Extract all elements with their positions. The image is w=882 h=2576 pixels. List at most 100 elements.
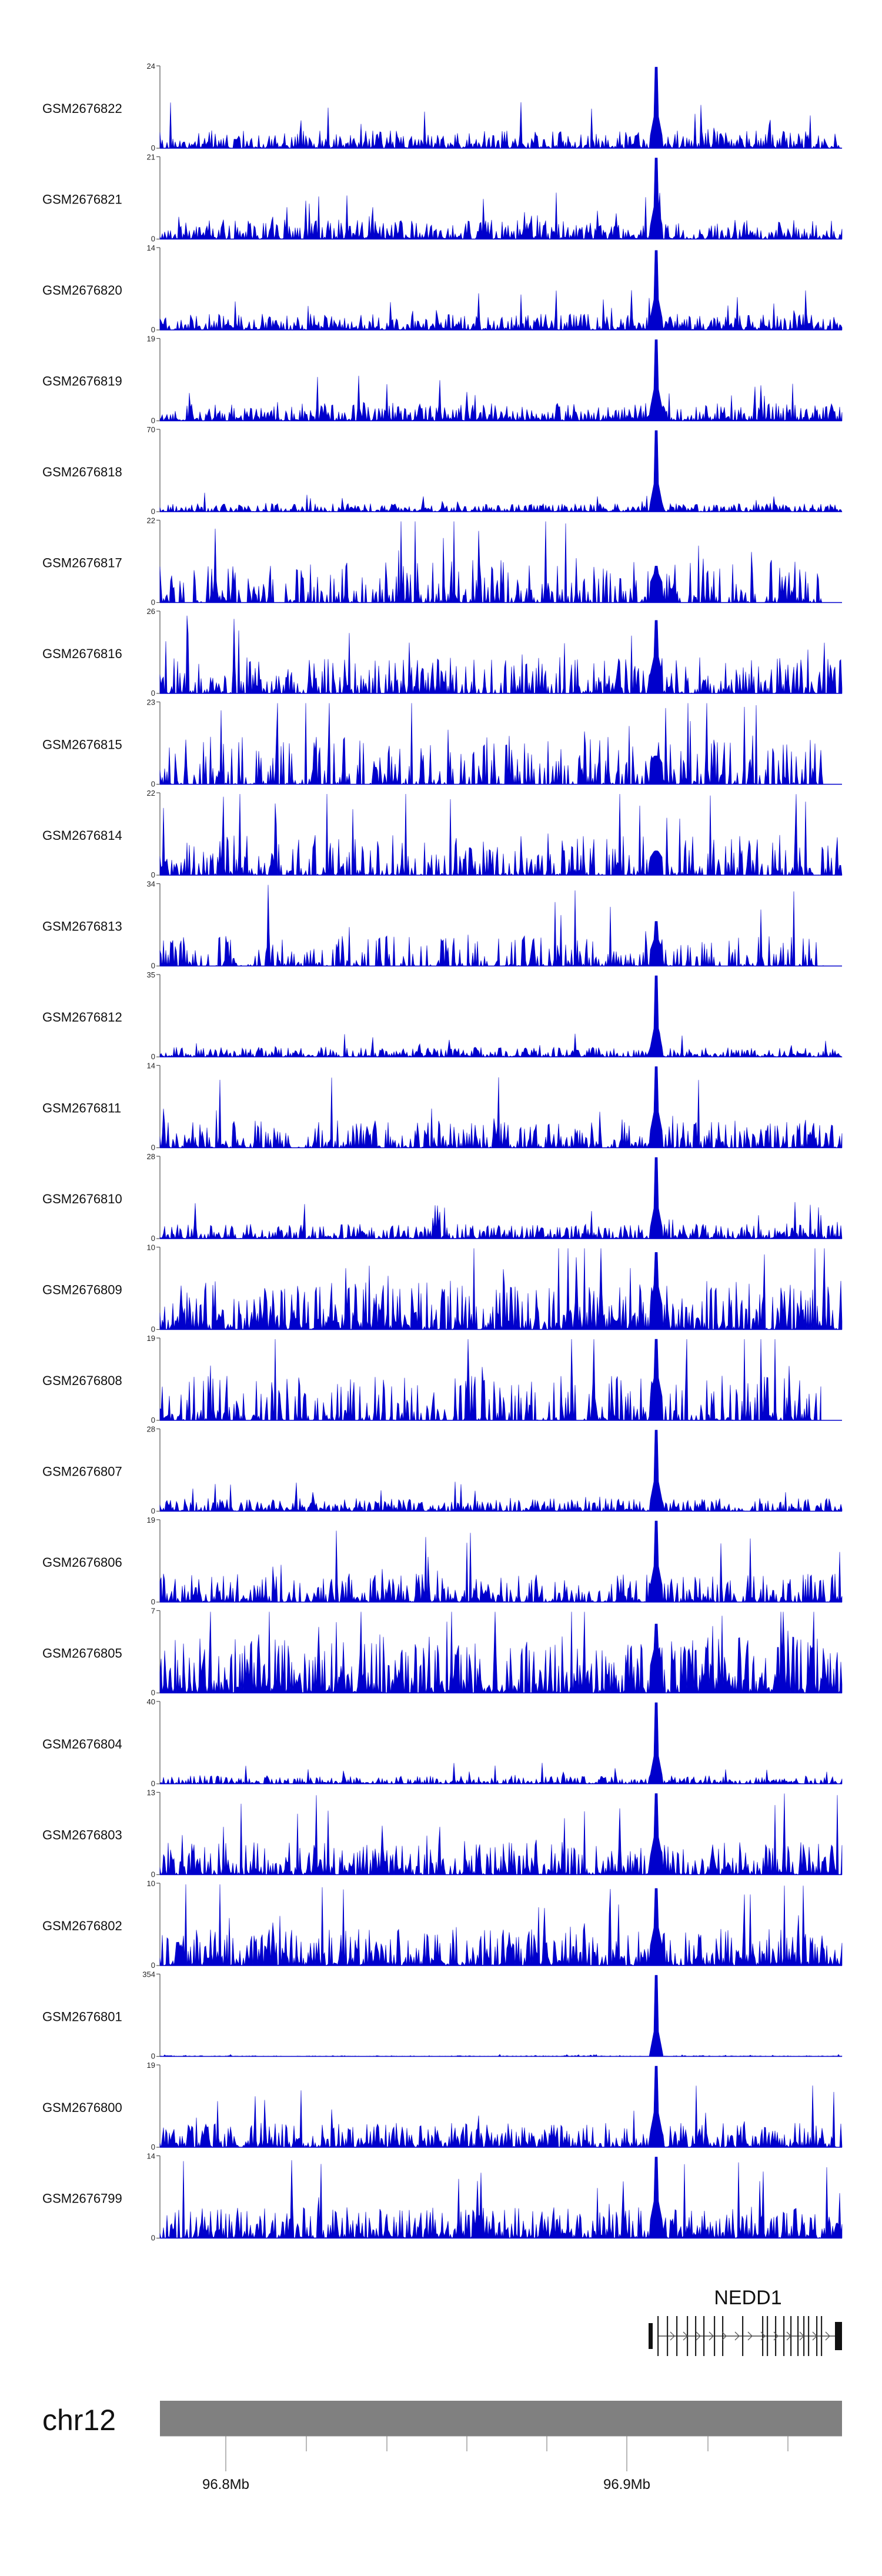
y-max-label: 22 — [147, 789, 155, 798]
track-gsm2676816: GSM2676816 26 0 — [42, 607, 843, 698]
strand-arrow-icon — [786, 2331, 791, 2341]
y-max-label: 19 — [147, 335, 155, 343]
strand-arrow-icon — [799, 2331, 804, 2341]
track-gsm2676818: GSM2676818 70 0 — [42, 425, 843, 516]
y-min-label: 0 — [151, 780, 155, 789]
signal-area — [159, 1975, 843, 2057]
signal-area — [159, 1430, 843, 1512]
strand-arrow-icon — [825, 2331, 830, 2341]
gene-label-nedd1: NEDD1 — [714, 2287, 781, 2309]
signal-area — [159, 1793, 843, 1876]
y-max-label: 24 — [147, 62, 155, 71]
track-gsm2676802: GSM2676802 10 0 — [42, 1879, 843, 1970]
genomic-coordinate-axis — [160, 2435, 842, 2471]
track-label: GSM2676805 — [42, 1646, 122, 1661]
strand-arrow-icon — [773, 2331, 779, 2341]
track-label: GSM2676808 — [42, 1373, 122, 1388]
strand-arrow-icon — [747, 2331, 753, 2341]
track-label: GSM2676811 — [42, 1101, 121, 1116]
track-label: GSM2676807 — [42, 1464, 122, 1479]
signal-area — [159, 1066, 843, 1149]
y-min-label: 0 — [151, 1143, 155, 1152]
gene-exon — [821, 2316, 823, 2356]
track-label: GSM2676822 — [42, 101, 122, 116]
track-gsm2676804: GSM2676804 40 0 — [42, 1697, 843, 1788]
gene-track: NEDD1 — [649, 2287, 842, 2356]
track-label: GSM2676813 — [42, 919, 122, 934]
y-min-label: 0 — [151, 2234, 155, 2243]
gene-exon — [742, 2316, 744, 2356]
track-gsm2676817: GSM2676817 22 0 — [42, 516, 842, 607]
y-max-label: 14 — [147, 2152, 155, 2161]
track-gsm2676808: GSM2676808 19 0 — [42, 1334, 842, 1424]
signal-area — [159, 1611, 843, 1694]
track-label: GSM2676821 — [42, 192, 122, 207]
y-max-label: 21 — [147, 153, 155, 162]
track-label: GSM2676799 — [42, 2191, 122, 2206]
signal-area — [159, 2157, 843, 2239]
y-max-label: 26 — [147, 607, 155, 616]
signal-area — [159, 885, 824, 967]
y-max-label: 14 — [147, 243, 155, 252]
track-gsm2676814: GSM2676814 22 0 — [42, 789, 843, 879]
signal-area — [159, 1884, 843, 1967]
chromosome-ideogram: chr12 96.8Mb 96.9Mb — [42, 2401, 842, 2492]
y-min-label: 0 — [151, 2052, 155, 2061]
y-min-label: 0 — [151, 1234, 155, 1243]
strand-arrow-icon — [709, 2331, 714, 2341]
track-label: GSM2676803 — [42, 1828, 122, 1843]
y-min-label: 0 — [151, 1870, 155, 1879]
gene-exon — [775, 2316, 777, 2356]
track-label: GSM2676809 — [42, 1283, 122, 1297]
track-gsm2676812: GSM2676812 35 0 — [42, 970, 843, 1061]
coordinate-tick-label: 96.9Mb — [603, 2477, 650, 2492]
y-min-label: 0 — [151, 2143, 155, 2151]
signal-area — [159, 793, 843, 876]
track-label: GSM2676802 — [42, 1918, 122, 1933]
y-max-label: 19 — [147, 1516, 155, 1524]
track-label: GSM2676801 — [42, 2010, 122, 2024]
track-label: GSM2676810 — [42, 1192, 122, 1206]
y-max-label: 28 — [147, 1152, 155, 1161]
strand-arrow-icon — [812, 2331, 817, 2341]
strand-arrow-icon — [760, 2331, 766, 2341]
signal-area — [159, 2066, 843, 2148]
track-gsm2676810: GSM2676810 28 0 — [42, 1152, 843, 1243]
track-gsm2676809: GSM2676809 10 0 — [42, 1243, 843, 1334]
track-gsm2676806: GSM2676806 19 0 — [42, 1516, 843, 1606]
y-max-label: 22 — [147, 516, 155, 525]
y-max-label: 70 — [147, 425, 155, 434]
signal-area — [159, 615, 843, 695]
track-label: GSM2676820 — [42, 283, 122, 298]
y-min-label: 0 — [151, 1779, 155, 1788]
y-max-label: 14 — [147, 1062, 155, 1070]
y-min-label: 0 — [151, 598, 155, 607]
signal-area — [159, 250, 843, 331]
signal-area — [159, 339, 843, 422]
signal-area — [159, 521, 823, 603]
track-gsm2676811: GSM2676811 14 0 — [42, 1062, 843, 1152]
y-max-label: 35 — [147, 970, 155, 979]
y-min-label: 0 — [151, 870, 155, 879]
track-gsm2676820: GSM2676820 14 0 — [42, 243, 843, 334]
y-max-label: 19 — [147, 2061, 155, 2070]
y-min-label: 0 — [151, 507, 155, 516]
signal-area — [159, 66, 843, 149]
track-label: GSM2676812 — [42, 1010, 122, 1025]
track-label: GSM2676817 — [42, 556, 122, 570]
gene-exon — [767, 2316, 769, 2356]
gene-utr — [835, 2322, 842, 2350]
y-min-label: 0 — [151, 416, 155, 425]
signal-area — [159, 430, 843, 513]
gene-exon — [695, 2316, 697, 2356]
gene-exon — [703, 2316, 705, 2356]
signal-area — [159, 1339, 821, 1422]
track-gsm2676801: GSM2676801 354 0 — [42, 1970, 843, 2061]
y-min-label: 0 — [151, 1325, 155, 1334]
strand-arrow-icon — [734, 2331, 740, 2341]
y-min-label: 0 — [151, 235, 155, 243]
signal-area — [159, 1702, 843, 1785]
track-label: GSM2676804 — [42, 1737, 122, 1751]
gene-exon — [722, 2316, 724, 2356]
track-label: GSM2676815 — [42, 738, 122, 752]
